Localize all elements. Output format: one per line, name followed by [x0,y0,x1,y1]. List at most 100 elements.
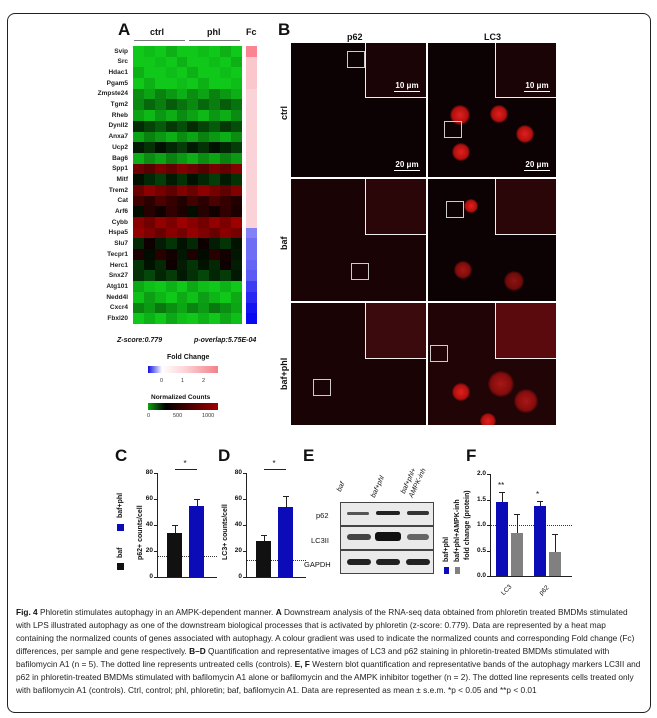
heatmap-cell [143,302,155,314]
significance-bracket [263,469,286,470]
caption-ef-label: E, F [294,659,310,669]
heatmap-cell [143,99,155,111]
fc-cell [246,131,257,143]
heatmap-cell [133,110,144,121]
figure-frame [7,13,651,713]
fc-cell [246,281,257,292]
heatmap-cell [176,184,188,196]
heatmap-cell [187,99,199,111]
significance-star: * [183,459,187,468]
caption-a-label: A [275,607,282,617]
error-bar [502,491,503,503]
fc-cell [246,88,257,100]
heatmap-cell [133,291,144,303]
heatmap-cell [187,78,199,89]
heatmap-cell [187,302,199,314]
heatmap-cell [220,99,232,111]
heatmap-cell [143,206,155,217]
heatmap-cell [176,270,188,282]
heatmap-cell [176,174,188,185]
heatmap-cell [220,291,232,303]
heatmap-cell [154,291,166,303]
y-tick-label: 60 [234,495,242,502]
heatmap-cell [231,291,242,303]
y-tick-mark [243,499,246,500]
heatmap-cell [154,120,166,132]
error-cap [171,525,178,526]
y-tick-label: 20 [234,547,242,554]
heatmap-cell [143,56,155,68]
heatmap-cell [198,142,210,153]
heatmap-cell [220,88,232,100]
heatmap-cell [133,99,144,111]
heatmap-cell [143,227,155,239]
heatmap-cell [176,195,188,207]
gene-label: Fbxl20 [107,315,128,322]
caption-title: Phloretin stimulates autophagy in an AMP… [39,607,274,617]
heatmap-cell [154,206,166,217]
heatmap-cell [133,56,144,68]
y-tick-label: 60 [145,495,153,502]
heatmap-cell [143,131,155,143]
heatmap-cell [143,259,155,271]
figure-caption: Fig. 4 Phloretin stimulates autophagy in… [16,606,642,697]
y-tick-mark [487,525,490,526]
error-cap [282,496,289,498]
heatmap-cell [231,152,242,164]
heatmap-cell [176,152,188,164]
heatmap-cell [165,46,177,57]
heatmap-cell [209,110,221,121]
heatmap-cell [176,217,188,228]
bar [167,532,182,577]
heatmap-cell [209,313,221,324]
heatmap-cell [143,184,155,196]
heatmap-cell [143,46,155,57]
heatmap-cell [143,217,155,228]
heatmap-cell [220,249,232,260]
fc-header: Fc [246,27,257,37]
heatmap-cell [165,78,177,89]
y-axis [490,474,491,576]
x-axis [246,577,306,578]
gene-label: Arf6 [114,208,128,215]
heatmap-cell [176,56,188,68]
scale-bar-10um: 10 μm [525,81,549,90]
legend-swatch-baf-phl [117,524,124,531]
heatmap-cell [220,163,232,175]
heatmap-cell [133,174,144,185]
heatmap-cell [187,56,199,68]
heatmap-cell [209,217,221,228]
heatmap-cell [143,152,155,164]
heatmap-cell [198,88,210,100]
y-tick-label: 40 [234,521,242,528]
heatmap-cell [198,67,210,79]
p-overlap: p-overlap:5.75E-04 [194,337,257,344]
significance-bracket [174,469,197,470]
heatmap-cell [198,238,210,250]
heatmap-cell [133,184,144,196]
heatmap-cell [176,238,188,250]
roi-box [446,201,464,218]
fc-cell [246,78,257,89]
gene-label: Zmpste24 [97,90,128,98]
heatmap-cell [187,163,199,175]
fc-cell [246,238,257,250]
heatmap-cell [187,291,199,303]
heatmap-cell [133,313,144,324]
heatmap-cell [198,174,210,185]
heatmap-cell [220,259,232,271]
heatmap-cell [154,131,166,143]
row-ctrl-label: ctrl [279,105,289,120]
heatmap-cell [231,142,242,153]
heatmap-cell [231,88,242,100]
gene-label: Cat [117,197,128,205]
heatmap-cell [231,46,242,57]
heatmap-cell [154,270,166,282]
error-cap [514,514,520,516]
heatmap-cell [187,281,199,292]
heatmap-cell [231,120,242,132]
phl-bracket [189,40,240,41]
y-tick-label: 1.5 [476,495,486,503]
heatmap-cell [209,195,221,207]
legend-swatch-baf [117,563,124,570]
